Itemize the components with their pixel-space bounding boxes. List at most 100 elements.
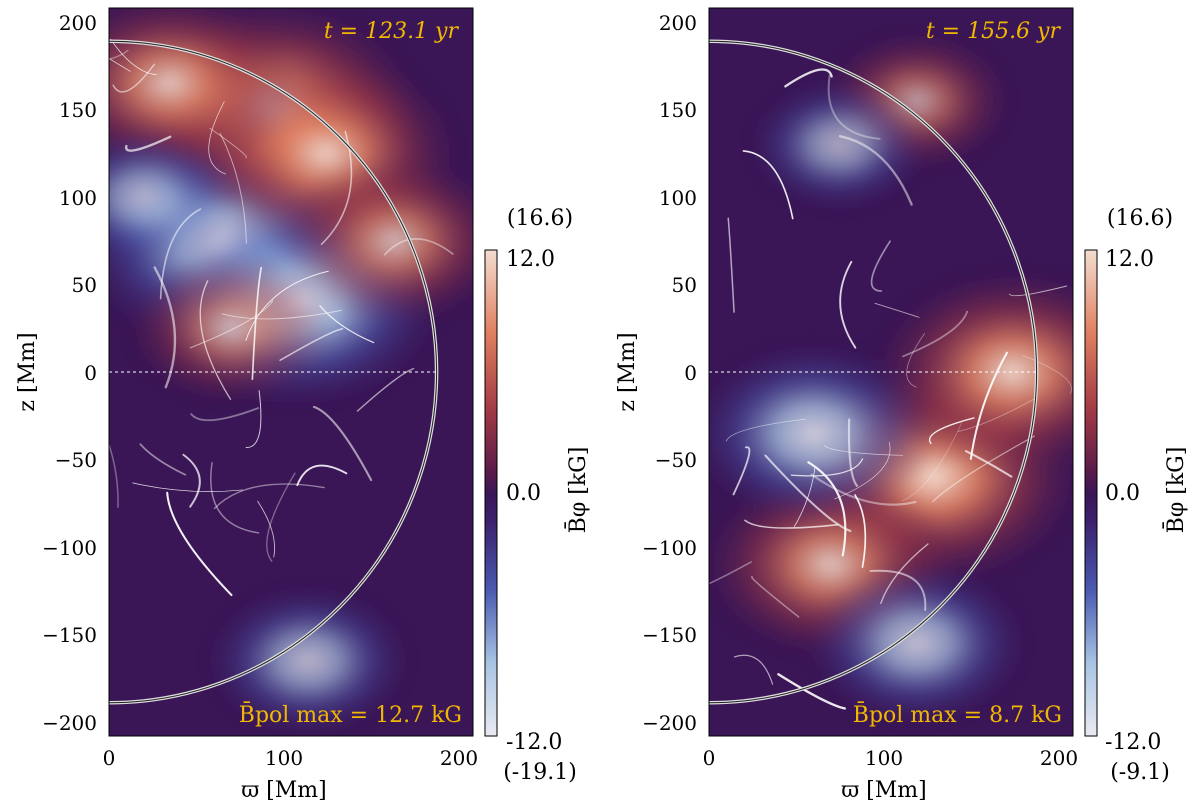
x-tick: 100 bbox=[865, 746, 903, 770]
x-axis-label-left: ϖ [Mm] bbox=[241, 778, 327, 803]
x-ticks-right: 0 100 200 bbox=[703, 746, 1078, 770]
streamline bbox=[125, 135, 172, 152]
streamline bbox=[1008, 285, 1068, 297]
streamline bbox=[139, 443, 187, 476]
x-tick: 0 bbox=[703, 746, 716, 770]
y-tick: 0 bbox=[684, 361, 697, 385]
streamline bbox=[210, 461, 260, 534]
streamline bbox=[182, 453, 201, 508]
y-tick: 50 bbox=[672, 273, 697, 297]
streamlines bbox=[709, 68, 1072, 710]
streamline bbox=[824, 445, 904, 456]
y-tick: −50 bbox=[655, 448, 697, 472]
streamline bbox=[319, 305, 375, 344]
y-axis-label-right: z [Mm] bbox=[615, 332, 640, 411]
streamline bbox=[245, 390, 262, 449]
colorbar-max-actual-right: (16.6) bbox=[1107, 206, 1173, 231]
streamline bbox=[902, 310, 969, 358]
streamline bbox=[928, 417, 975, 445]
streamline bbox=[869, 569, 927, 611]
streamline bbox=[733, 654, 774, 685]
negative-field-blob bbox=[204, 584, 412, 736]
y-tick: −50 bbox=[55, 448, 97, 472]
streamline bbox=[245, 270, 329, 341]
streamline bbox=[132, 482, 243, 492]
streamline bbox=[750, 576, 800, 618]
y-tick: −200 bbox=[42, 711, 97, 735]
y-ticks-right: 200 150 100 50 0 −50 −100 −150 −200 bbox=[642, 11, 697, 735]
streamline bbox=[725, 418, 806, 442]
streamline bbox=[854, 494, 867, 568]
streamline bbox=[969, 351, 1008, 460]
streamline bbox=[257, 500, 275, 558]
x-tick: 200 bbox=[440, 746, 478, 770]
streamline bbox=[764, 454, 852, 532]
x-ticks-left: 0 100 200 bbox=[103, 746, 478, 770]
streamline bbox=[356, 367, 415, 412]
streamline bbox=[827, 74, 881, 140]
colorbar-tick-zero-left: 0.0 bbox=[506, 481, 541, 506]
x-axis-label-right: ϖ [Mm] bbox=[841, 778, 927, 803]
streamline bbox=[839, 260, 857, 349]
heatmap-field bbox=[109, 8, 473, 736]
panel-right: t = 155.6 yr B̄pol max = 8.7 kG 200 150 … bbox=[615, 7, 1189, 803]
streamline bbox=[109, 57, 131, 72]
colorbar-label-left: B̄φ [kG] bbox=[564, 447, 591, 534]
streamline bbox=[784, 68, 833, 88]
plot-area-left bbox=[109, 8, 473, 736]
heatmap-field bbox=[709, 8, 1073, 736]
streamline bbox=[870, 240, 891, 292]
streamline bbox=[709, 561, 752, 585]
streamline bbox=[874, 302, 920, 318]
colorbar-min-actual-right: (-9.1) bbox=[1110, 760, 1170, 785]
y-tick: −200 bbox=[642, 711, 697, 735]
panel-left: t = 123.1 yr B̄pol max = 12.7 kG 200 150… bbox=[15, 7, 591, 803]
colorbar-left bbox=[485, 250, 497, 736]
y-tick: −100 bbox=[642, 536, 697, 560]
streamline bbox=[957, 398, 1035, 432]
streamline bbox=[790, 458, 864, 477]
bpol-label-right: B̄pol max = 8.7 kG bbox=[853, 701, 1062, 728]
streamline bbox=[932, 435, 1035, 503]
y-tick: 200 bbox=[59, 11, 97, 35]
negative-field-blob bbox=[747, 76, 931, 213]
y-tick: −150 bbox=[42, 623, 97, 647]
colorbar-max-actual-left: (16.6) bbox=[507, 206, 573, 231]
x-tick: 200 bbox=[1040, 746, 1078, 770]
streamline bbox=[209, 127, 248, 159]
streamline bbox=[208, 101, 226, 175]
streamline bbox=[221, 309, 342, 320]
time-label-right: t = 155.6 yr bbox=[926, 19, 1062, 44]
streamline bbox=[807, 461, 847, 557]
colorbar-tick-max-right: 12.0 bbox=[1105, 247, 1154, 272]
colorbar-min-actual-left: (-19.1) bbox=[503, 760, 577, 785]
streamline bbox=[744, 519, 839, 529]
y-axis-label-left: z [Mm] bbox=[15, 332, 40, 411]
streamline bbox=[742, 150, 794, 220]
plot-frame-left bbox=[108, 7, 474, 737]
negative-field-blob bbox=[109, 126, 240, 268]
y-tick: 200 bbox=[659, 11, 697, 35]
streamline bbox=[109, 49, 129, 60]
streamline bbox=[383, 238, 454, 256]
negative-field-blob bbox=[709, 341, 937, 525]
plot-frame-right bbox=[708, 7, 1074, 737]
colorbar-frame-right bbox=[1084, 249, 1098, 737]
streamline bbox=[732, 446, 751, 496]
streamline bbox=[251, 266, 263, 381]
y-tick: 50 bbox=[72, 273, 97, 297]
streamline bbox=[110, 38, 157, 76]
y-tick: 100 bbox=[59, 186, 97, 210]
streamline bbox=[777, 673, 846, 710]
streamline bbox=[219, 132, 247, 244]
streamline bbox=[312, 405, 373, 482]
streamline bbox=[906, 333, 925, 388]
y-tick: 150 bbox=[59, 98, 97, 122]
streamline bbox=[112, 63, 156, 93]
time-label-left: t = 123.1 yr bbox=[324, 19, 460, 44]
streamline bbox=[901, 422, 963, 502]
streamline bbox=[810, 473, 917, 506]
streamline bbox=[213, 483, 325, 510]
streamline bbox=[847, 418, 859, 487]
